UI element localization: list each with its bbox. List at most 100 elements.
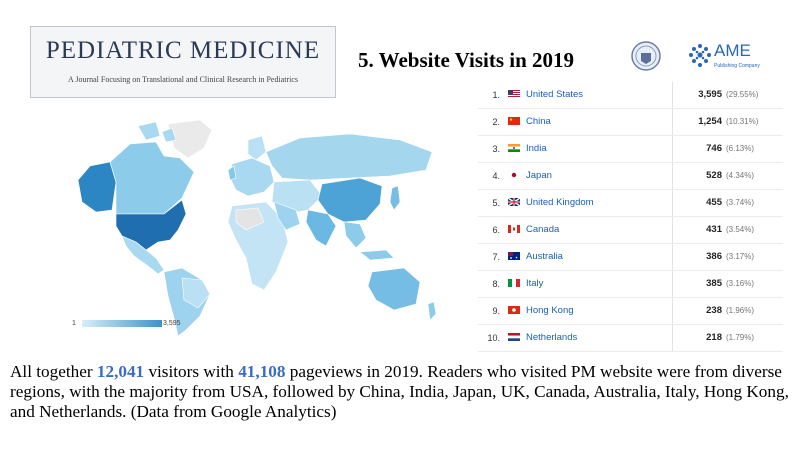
- map-arctic-islands: [137, 121, 177, 143]
- row-share: (1.96%): [726, 306, 755, 315]
- row-share: (3.17%): [726, 252, 755, 261]
- table-row: 1. United States 3,595 (29.55%): [478, 82, 783, 109]
- row-divider: [672, 109, 673, 135]
- hk-flag-icon: [508, 306, 520, 314]
- row-share: (3.74%): [726, 198, 755, 207]
- table-row: 3. India 746 (6.13%): [478, 136, 783, 163]
- journal-banner: PEDIATRIC MEDICINE A Journal Focusing on…: [30, 26, 336, 98]
- seal-logo-icon: [631, 41, 661, 71]
- map-legend-min: 1: [72, 320, 76, 327]
- row-rank: 6.: [492, 225, 500, 235]
- ame-dots-icon: [689, 44, 711, 67]
- table-row: 8. Italy 385 (3.16%): [478, 271, 783, 298]
- cn-flag-icon: [508, 117, 520, 125]
- table-row: 9. Hong Kong 238 (1.96%): [478, 298, 783, 325]
- caption-text-3: pageviews in 2019. Readers who visited P…: [10, 362, 789, 421]
- row-share: (3.54%): [726, 225, 755, 234]
- row-visits: 1,254: [698, 116, 722, 127]
- row-divider: [672, 163, 673, 189]
- world-map: [77, 119, 437, 337]
- table-row: 7. Australia 386 (3.17%): [478, 244, 783, 271]
- row-visits: 386: [706, 251, 722, 262]
- row-divider: [672, 82, 673, 108]
- row-rank: 10.: [487, 333, 500, 343]
- row-country[interactable]: Canada: [526, 224, 560, 235]
- row-visits: 746: [706, 143, 722, 154]
- jp-flag-icon: [508, 171, 520, 179]
- caption-text-1: All together: [10, 362, 97, 381]
- row-visits: 218: [706, 332, 722, 343]
- row-share: (3.16%): [726, 279, 755, 288]
- row-country[interactable]: Japan: [526, 170, 552, 181]
- map-brazil: [181, 277, 211, 309]
- map-southeast-asia: [343, 221, 395, 261]
- row-country[interactable]: China: [526, 116, 551, 127]
- table-row: 5. United Kingdom 455 (3.74%): [478, 190, 783, 217]
- us-flag-icon: [508, 90, 520, 98]
- map-mexico: [121, 235, 165, 275]
- map-china: [317, 177, 383, 223]
- visitors-count: 12,041: [96, 362, 145, 381]
- row-rank: 4.: [492, 171, 500, 181]
- ame-logo-subtext: Publishing Company: [714, 63, 760, 69]
- table-row: 6. Canada 431 (3.54%): [478, 217, 783, 244]
- map-greenland: [167, 119, 213, 159]
- map-scandinavia: [247, 135, 267, 161]
- table-row: 10. Netherlands 218 (1.79%): [478, 325, 783, 352]
- row-share: (6.13%): [726, 144, 755, 153]
- journal-title: PEDIATRIC MEDICINE: [45, 37, 321, 64]
- row-country[interactable]: Australia: [526, 251, 563, 262]
- row-rank: 5.: [492, 198, 500, 208]
- row-divider: [672, 217, 673, 243]
- row-divider: [672, 271, 673, 297]
- map-legend-bar: [82, 320, 162, 327]
- caption-text-2: visitors with: [144, 362, 239, 381]
- map-united-states: [115, 199, 187, 251]
- row-country[interactable]: Hong Kong: [526, 305, 574, 316]
- row-country[interactable]: United States: [526, 89, 584, 100]
- visits-table: 1. United States 3,595 (29.55%) 2. China 1,254…: [478, 82, 783, 352]
- row-divider: [672, 136, 673, 162]
- au-flag-icon: [508, 252, 520, 260]
- map-sahara: [235, 207, 265, 231]
- row-rank: 1.: [492, 90, 500, 100]
- row-share: (4.34%): [726, 171, 755, 180]
- row-divider: [672, 325, 673, 351]
- row-rank: 2.: [492, 117, 500, 127]
- row-share: (1.79%): [726, 333, 755, 342]
- map-australia: [367, 267, 421, 311]
- map-alaska: [77, 161, 117, 213]
- pageviews-count: 41,108: [238, 362, 286, 381]
- map-russia: [265, 133, 433, 181]
- row-visits: 431: [706, 224, 722, 235]
- row-divider: [672, 298, 673, 324]
- row-share: (10.31%): [726, 117, 759, 126]
- row-rank: 9.: [492, 306, 500, 316]
- caption: All together 12,041 visitors with 41,108…: [10, 362, 795, 422]
- row-country[interactable]: Italy: [526, 278, 544, 289]
- row-country[interactable]: United Kingdom: [526, 197, 594, 208]
- gb-flag-icon: [508, 198, 520, 206]
- table-row: 4. Japan 528 (4.34%): [478, 163, 783, 190]
- row-share: (29.55%): [726, 90, 759, 99]
- row-country[interactable]: Netherlands: [526, 332, 578, 343]
- ame-logo-text: AME: [714, 41, 751, 60]
- journal-subtitle: A Journal Focusing on Translational and …: [68, 75, 298, 84]
- ca-flag-icon: [508, 225, 520, 233]
- it-flag-icon: [508, 279, 520, 287]
- map-europe: [229, 157, 275, 197]
- map-middle-east: [273, 201, 301, 231]
- slide-title: 5. Website Visits in 2019: [358, 48, 575, 72]
- table-row: 2. China 1,254 (10.31%): [478, 109, 783, 136]
- in-flag-icon: [508, 144, 520, 152]
- row-country[interactable]: India: [526, 143, 547, 154]
- map-uk: [227, 165, 237, 181]
- row-visits: 238: [706, 305, 722, 316]
- map-japan: [389, 185, 401, 211]
- row-visits: 385: [706, 278, 722, 289]
- row-rank: 7.: [492, 252, 500, 262]
- row-rank: 8.: [492, 279, 500, 289]
- row-visits: 455: [706, 197, 722, 208]
- map-legend-max: 3,595: [163, 320, 181, 327]
- row-divider: [672, 190, 673, 216]
